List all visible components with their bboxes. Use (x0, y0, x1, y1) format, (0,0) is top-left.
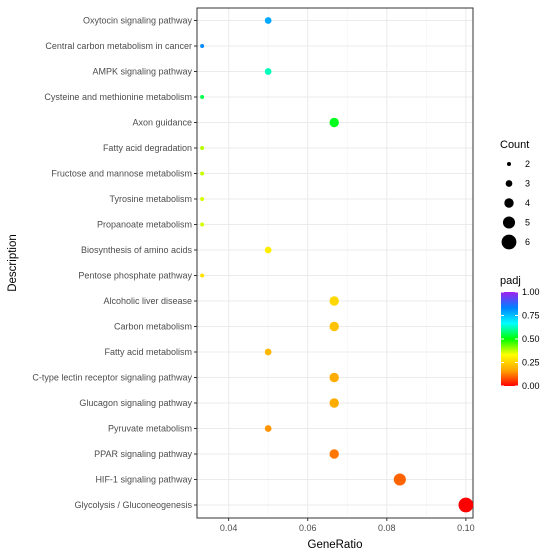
y-tick-label: Propanoate metabolism (97, 220, 192, 230)
legend-count-key (505, 180, 513, 187)
data-point (264, 68, 272, 75)
data-point (329, 321, 339, 332)
data-point (329, 398, 339, 408)
legend-count-key (501, 234, 517, 250)
y-tick-label: PPAR signaling pathway (94, 449, 192, 459)
x-ticks: 0.04 0.06 0.08 0.10 (220, 518, 475, 533)
data-point (264, 246, 272, 254)
legend-count-key (502, 216, 516, 229)
legend-count-label: 5 (525, 218, 530, 228)
data-point (200, 197, 205, 201)
y-tick-label: Alcoholic liver disease (103, 296, 192, 306)
data-point (264, 425, 272, 432)
y-tick-label: Glycolysis / Gluconeogenesis (74, 500, 192, 510)
data-point (200, 44, 205, 48)
y-tick-label: Fatty acid degradation (103, 143, 192, 153)
legend-count: Count 2 3 4 5 6 (500, 139, 530, 250)
y-tick-label: AMPK signaling pathway (92, 67, 192, 77)
x-tick-label: 0.10 (457, 523, 475, 533)
y-tick-label: Fructose and mannose metabolism (51, 169, 192, 179)
data-point (329, 449, 339, 459)
y-tick-labels: Oxytocin signaling pathway Central carbon… (32, 16, 197, 510)
data-point (329, 117, 339, 128)
legend-count-label: 3 (525, 179, 530, 189)
data-point (200, 171, 205, 176)
legend-padj-label: 0.00 (522, 381, 540, 391)
y-tick-label: HIF-1 signaling pathway (95, 475, 192, 485)
y-tick-label: Tyrosine metabolism (109, 194, 192, 204)
legend-padj-colorbar (501, 292, 518, 386)
y-tick-label: Fatty acid metabolism (104, 347, 192, 357)
data-point (329, 372, 339, 383)
legend-padj-label: 1.00 (522, 287, 540, 297)
y-tick-label: Cysteine and methionine metabolism (44, 92, 192, 102)
legend-count-title: Count (500, 139, 529, 151)
y-tick-label: Oxytocin signaling pathway (83, 16, 193, 26)
data-point (200, 222, 205, 227)
points (200, 17, 474, 513)
y-tick-label: Central carbon metabolism in cancer (45, 41, 192, 51)
data-point (200, 146, 205, 150)
legend-padj-label: 0.50 (522, 334, 540, 344)
x-tick-label: 0.06 (299, 523, 317, 533)
legend-padj-label: 0.75 (522, 311, 540, 321)
y-tick-label: Axon guidance (132, 118, 192, 128)
data-point (200, 273, 205, 278)
legend-padj-label: 0.25 (522, 358, 540, 368)
x-tick-label: 0.04 (220, 523, 238, 533)
legend-padj: padj 1.00 0.75 0.50 0.25 0.00 (500, 275, 540, 391)
legend-count-label: 2 (525, 159, 530, 169)
y-tick-label: Biosynthesis of amino acids (81, 245, 193, 255)
data-point (264, 17, 272, 24)
y-tick-label: Pentose phosphate pathway (78, 271, 192, 281)
data-point (264, 348, 272, 356)
legend-count-label: 4 (525, 198, 530, 208)
y-tick-label: Carbon metabolism (114, 322, 192, 332)
y-tick-label: Glucagon signaling pathway (79, 398, 192, 408)
legend-count-key (504, 198, 514, 208)
legend-count-key (507, 162, 511, 166)
data-point (458, 497, 474, 513)
data-point (200, 95, 205, 99)
data-point (393, 473, 406, 486)
data-point (329, 296, 339, 306)
y-tick-label: Pyruvate metabolism (108, 424, 192, 434)
x-tick-label: 0.08 (378, 523, 396, 533)
panel-border (196, 7, 474, 519)
y-axis-title: Description (7, 234, 19, 292)
y-tick-label: C-type lectin receptor signaling pathway (32, 373, 192, 383)
legend-count-label: 6 (525, 237, 530, 247)
x-axis-title: GeneRatio (308, 539, 363, 551)
legend-padj-title: padj (500, 275, 521, 287)
